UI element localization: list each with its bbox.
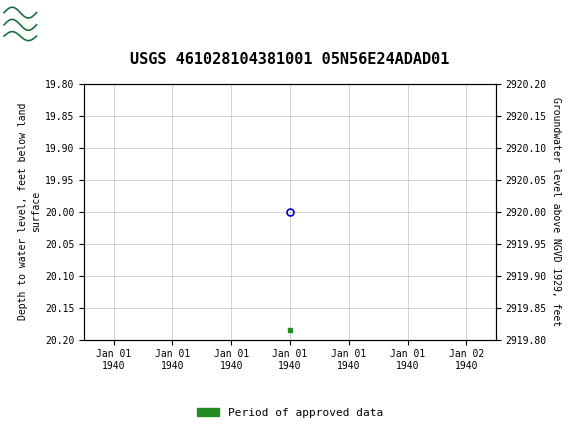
Legend: Period of approved data: Period of approved data	[193, 403, 387, 422]
Y-axis label: Groundwater level above NGVD 1929, feet: Groundwater level above NGVD 1929, feet	[551, 97, 561, 326]
Bar	[3, 3, 38, 42]
Text: USGS: USGS	[44, 14, 99, 31]
Y-axis label: Depth to water level, feet below land
surface: Depth to water level, feet below land su…	[17, 103, 41, 320]
Text: USGS 461028104381001 05N56E24ADAD01: USGS 461028104381001 05N56E24ADAD01	[130, 52, 450, 67]
